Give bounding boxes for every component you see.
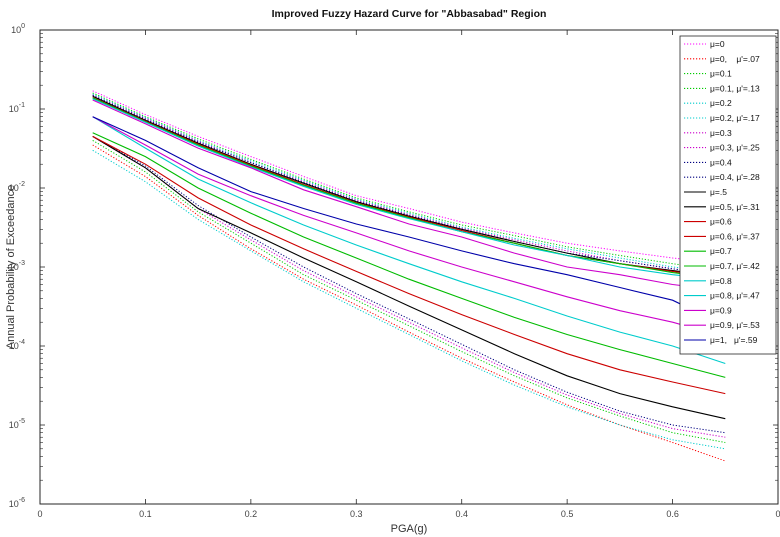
- legend-label: μ=0.6: [710, 217, 732, 227]
- x-tick-label: 0.6: [666, 509, 679, 519]
- y-tick-label: 10-6: [9, 497, 25, 509]
- legend-label: μ=0.5, μ'=.31: [710, 202, 760, 212]
- x-tick-label: 0.1: [139, 509, 152, 519]
- legend-label: μ=.5: [710, 187, 727, 197]
- series-line-5: [92, 93, 726, 274]
- series-line-10: [92, 135, 726, 434]
- x-axis-label: PGA(g): [391, 523, 428, 535]
- legend-label: μ=0.2: [710, 98, 732, 108]
- legend-label: μ=1, μ'=.59: [710, 335, 758, 345]
- series-line-7: [92, 94, 726, 276]
- legend-label: μ=0, μ'=.07: [710, 54, 760, 64]
- x-tick-label: 0: [775, 509, 780, 519]
- series-line-18: [92, 116, 726, 365]
- legend-label: μ=0.2, μ'=.17: [710, 113, 760, 123]
- legend-label: μ=0.1, μ'=.13: [710, 83, 760, 93]
- legend-label: μ=0.8, μ'=.47: [710, 291, 760, 301]
- axis-ticks: 0 0.1 0.2 0.3 0.4 0.5 0.6 0 10-6 10-5 10-4 10-3 10-2…: [9, 23, 780, 519]
- y-axis-label: Annual Probability of Exceedance: [5, 185, 17, 350]
- x-tick-label: 0.2: [245, 509, 258, 519]
- legend-label: μ=0.4, μ'=.28: [710, 172, 760, 182]
- series-line-6: [92, 149, 726, 450]
- series-line-4: [92, 139, 726, 443]
- x-tick-label: 0.3: [350, 509, 363, 519]
- x-tick-label: 0.4: [455, 509, 468, 519]
- series-line-17: [92, 98, 726, 281]
- chart-title: Improved Fuzzy Hazard Curve for "Abbasab…: [272, 8, 547, 20]
- x-tick-label: 0: [37, 509, 42, 519]
- legend: μ=0 μ=0, μ'=.07 μ=0.1 μ=0.1, μ'=.13 μ=0.2 μ=0…: [679, 35, 777, 355]
- y-tick-label: 10-3: [9, 260, 25, 272]
- series-line-12: [92, 135, 726, 420]
- legend-label: μ=0.1: [710, 69, 732, 79]
- legend-label: μ=0.9: [710, 305, 732, 315]
- series-lines: [92, 90, 726, 462]
- series-line-16: [92, 132, 726, 378]
- y-tick-label: 10-4: [9, 339, 25, 351]
- y-tick-label: 10-5: [9, 418, 25, 430]
- series-line-8: [92, 135, 726, 438]
- legend-label: μ=0.9, μ'=.53: [710, 320, 760, 330]
- x-tick-label: 0.5: [561, 509, 574, 519]
- legend-box: [679, 35, 777, 355]
- y-tick-label: 10-1: [9, 102, 25, 114]
- plot-area-border: [39, 29, 779, 505]
- series-line-19: [92, 99, 726, 292]
- y-tick-label: 100: [11, 23, 25, 35]
- legend-label: μ=0: [710, 39, 725, 49]
- legend-label: μ=0.6, μ'=.37: [710, 231, 760, 241]
- series-line-15: [92, 97, 726, 280]
- series-line-2: [92, 144, 726, 462]
- legend-label: μ=0.3, μ'=.25: [710, 143, 760, 153]
- series-line-20: [92, 116, 726, 338]
- legend-label: μ=0.8: [710, 276, 732, 286]
- legend-label: μ=0.3: [710, 128, 732, 138]
- series-line-1: [92, 90, 726, 265]
- legend-label: μ=0.7, μ'=.42: [710, 261, 760, 271]
- series-line-14: [92, 135, 726, 395]
- plot-area-background: [40, 30, 778, 504]
- legend-label: μ=0.4: [710, 157, 732, 167]
- series-line-3: [92, 92, 726, 272]
- legend-label: μ=0.7: [710, 246, 732, 256]
- y-tick-label: 10-2: [9, 181, 25, 193]
- series-line-21: [92, 116, 726, 327]
